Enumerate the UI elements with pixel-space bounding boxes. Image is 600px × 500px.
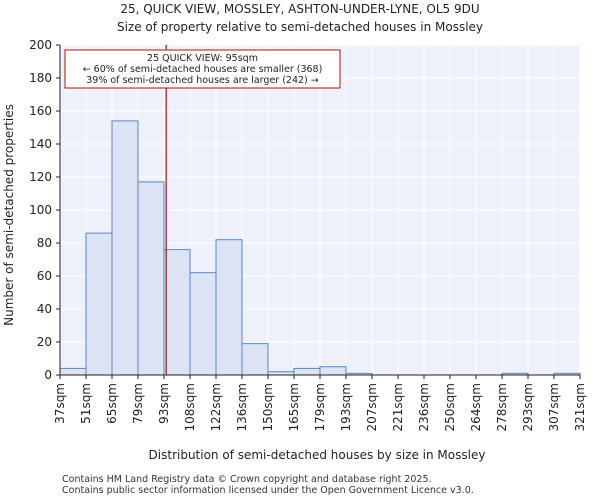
x-axis-label: Distribution of semi-detached houses by … bbox=[149, 448, 486, 462]
footer-line2: Contains public sector information licen… bbox=[62, 485, 474, 496]
x-tick-label-236sqm: 236sqm bbox=[417, 383, 431, 431]
x-tick-label-264sqm: 264sqm bbox=[469, 383, 483, 431]
x-tick-label-321sqm: 321sqm bbox=[573, 383, 587, 431]
y-tick-label: 200 bbox=[29, 38, 52, 52]
chart-title-line2: Size of property relative to semi-detach… bbox=[117, 20, 483, 34]
y-tick-label: 60 bbox=[37, 269, 52, 283]
x-tick-label-108sqm: 108sqm bbox=[183, 383, 197, 431]
x-tick-label-79sqm: 79sqm bbox=[131, 383, 145, 424]
y-tick-label: 120 bbox=[29, 170, 52, 184]
y-tick-label: 40 bbox=[37, 302, 52, 316]
bar-165sqm bbox=[293, 367, 321, 376]
x-tick-label-93sqm: 93sqm bbox=[157, 383, 171, 424]
x-tick-label-65sqm: 65sqm bbox=[105, 383, 119, 424]
x-axis-ticks: 37sqm 51sqm 65sqm 79sqm 93sqm 108sqm 122sqm 136… bbox=[53, 375, 587, 431]
bar-93sqm bbox=[163, 249, 191, 376]
annotation-box: 25 QUICK VIEW: 95sqm ← 60% of semi-detac… bbox=[64, 49, 341, 89]
x-tick-label-122sqm: 122sqm bbox=[209, 383, 223, 431]
x-tick-label-307sqm: 307sqm bbox=[547, 383, 561, 431]
x-tick-label-136sqm: 136sqm bbox=[235, 383, 249, 431]
x-tick-label-221sqm: 221sqm bbox=[391, 383, 405, 431]
x-tick-label-207sqm: 207sqm bbox=[365, 383, 379, 431]
x-tick-label-150sqm: 150sqm bbox=[261, 383, 275, 431]
bar-37sqm bbox=[59, 367, 87, 376]
bar-65sqm bbox=[111, 120, 139, 376]
bars bbox=[59, 120, 581, 376]
y-axis-label: Number of semi-detached properties bbox=[2, 104, 16, 326]
x-tick-label-51sqm: 51sqm bbox=[79, 383, 93, 424]
y-tick-label: 140 bbox=[29, 137, 52, 151]
x-tick-label-293sqm: 293sqm bbox=[521, 383, 535, 431]
y-axis-ticks: 0 20 40 60 80 100 120 140 160 180 200 bbox=[29, 38, 60, 382]
chart-title-line1: 25, QUICK VIEW, MOSSLEY, ASHTON-UNDER-LY… bbox=[120, 2, 479, 16]
y-tick-label: 160 bbox=[29, 104, 52, 118]
bar-122sqm bbox=[215, 239, 243, 376]
annotation-line2: ← 60% of semi-detached houses are smalle… bbox=[83, 64, 323, 75]
bar-179sqm bbox=[319, 366, 347, 376]
annotation-border bbox=[64, 49, 341, 89]
annotation-line3: 39% of semi-detached houses are larger (… bbox=[86, 75, 319, 86]
x-tick-label-37sqm: 37sqm bbox=[53, 383, 67, 424]
bar-108sqm bbox=[189, 272, 217, 376]
y-tick-label: 0 bbox=[44, 368, 52, 382]
y-tick-label: 80 bbox=[37, 236, 52, 250]
bar-136sqm bbox=[241, 343, 269, 376]
bar-79sqm bbox=[137, 181, 165, 376]
y-tick-label: 180 bbox=[29, 71, 52, 85]
x-tick-label-278sqm: 278sqm bbox=[495, 383, 509, 431]
y-tick-label: 20 bbox=[37, 335, 52, 349]
x-tick-label-165sqm: 165sqm bbox=[287, 383, 301, 431]
x-tick-label-179sqm: 179sqm bbox=[313, 383, 327, 431]
x-tick-label-250sqm: 250sqm bbox=[443, 383, 457, 431]
x-tick-label-193sqm: 193sqm bbox=[339, 383, 353, 431]
bar-51sqm bbox=[85, 232, 113, 376]
annotation-line1: 25 QUICK VIEW: 95sqm bbox=[147, 53, 258, 64]
y-tick-label: 100 bbox=[29, 203, 52, 217]
footer-line1: Contains HM Land Registry data © Crown c… bbox=[62, 474, 432, 485]
